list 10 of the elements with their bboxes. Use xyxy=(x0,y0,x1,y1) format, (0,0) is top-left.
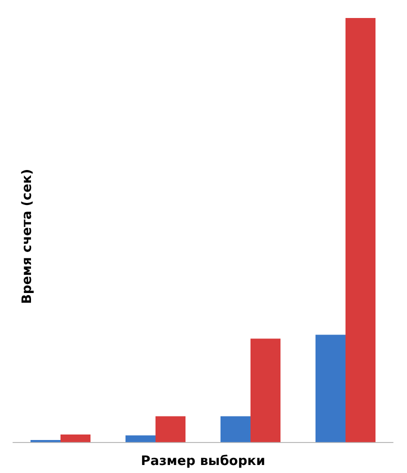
bar xyxy=(250,338,280,442)
bar xyxy=(346,18,376,442)
bar xyxy=(30,440,60,442)
bar xyxy=(156,416,186,442)
x-axis-title: Размер выборки xyxy=(140,454,266,469)
bar xyxy=(220,416,250,442)
y-axis-title: Время счета (сек) xyxy=(20,168,35,304)
bar xyxy=(60,434,90,442)
bar xyxy=(316,334,346,442)
bar xyxy=(126,435,156,442)
